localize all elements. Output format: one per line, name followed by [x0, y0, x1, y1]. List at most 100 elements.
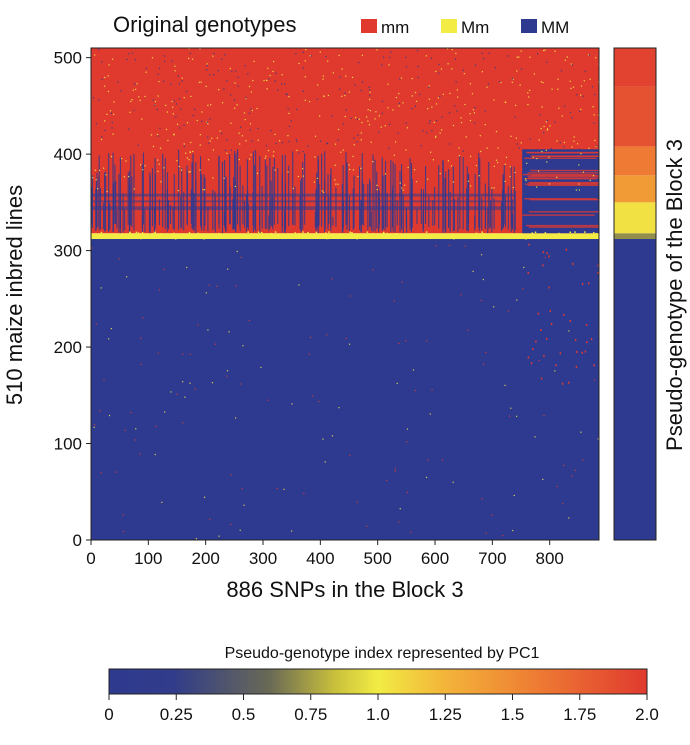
cell-speck: [186, 122, 189, 124]
cell-speck: [197, 324, 199, 326]
cell-speck: [411, 95, 413, 97]
cell-speck: [162, 80, 165, 82]
y-tick-label: 200: [54, 338, 82, 357]
cell-speck: [536, 53, 539, 55]
cell-speck: [182, 422, 184, 424]
cell-speck: [110, 155, 113, 158]
cell-speck: [218, 237, 220, 239]
cell-speck: [446, 48, 449, 50]
cell-speck: [202, 235, 204, 237]
cell-streak: [438, 165, 440, 229]
cell-speck: [182, 381, 184, 383]
legend-title: Original genotypes: [113, 12, 296, 37]
cell-streak: [239, 209, 241, 227]
cell-streak: [255, 150, 257, 232]
cell-speck: [207, 136, 209, 138]
cell-dot: [549, 309, 551, 312]
cell-speck: [281, 74, 283, 76]
cell-streak: [207, 206, 209, 232]
cell-speck: [176, 393, 178, 395]
cell-speck: [584, 70, 586, 72]
cell-speck: [139, 234, 141, 237]
cell-speck: [269, 74, 271, 77]
cell-speck: [154, 453, 156, 456]
colorbar-ticks: 0 0.25 0.5 0.75 1.0 1.25 1.5 1.75 2.0: [104, 694, 659, 724]
x-tick-label: 700: [478, 549, 506, 568]
cell-speck: [178, 127, 181, 129]
cell-speck: [95, 179, 97, 181]
cell-streak: [172, 206, 174, 229]
cell-speck: [94, 54, 96, 56]
cell-speck: [596, 145, 598, 147]
cell-speck: [125, 160, 127, 162]
cell-speck: [185, 90, 188, 93]
cell-speck: [172, 113, 174, 115]
cell-speck: [447, 63, 449, 65]
cell-speck: [245, 97, 247, 100]
cell-speck: [332, 72, 334, 74]
cell-speck: [486, 147, 488, 149]
cell-speck: [442, 93, 444, 95]
cell-speck: [226, 370, 229, 372]
cell-speck: [105, 174, 107, 176]
cell-speck: [574, 231, 576, 233]
cell-speck: [450, 165, 453, 167]
cell-speck: [318, 400, 320, 403]
x-tick-label: 200: [191, 549, 219, 568]
cell-streak: [386, 192, 388, 228]
cell-speck: [98, 233, 100, 236]
cell-speck: [469, 113, 471, 115]
cell-speck: [497, 147, 499, 149]
pseudo-genotype-band: [614, 233, 656, 240]
x-axis-title: 886 SNPs in the Block 3: [226, 577, 463, 602]
cell-dot: [528, 243, 530, 246]
cell-speck: [570, 87, 572, 90]
cell-speck: [400, 77, 403, 79]
cell-speck: [211, 233, 214, 235]
cell-speck: [437, 97, 439, 99]
cell-streak: [401, 175, 403, 230]
cell-speck: [209, 118, 211, 120]
cell-speck: [314, 236, 316, 238]
cell-speck: [281, 83, 283, 85]
cell-speck: [230, 94, 232, 96]
cell-speck: [259, 234, 262, 237]
cell-speck: [479, 234, 482, 236]
cell-speck: [273, 151, 275, 153]
cell-speck: [401, 281, 403, 283]
cell-streak: [192, 153, 194, 230]
cell-speck: [344, 115, 346, 118]
cell-speck: [153, 232, 155, 235]
cell-speck: [554, 50, 556, 52]
cell-speck: [367, 233, 370, 235]
cell-speck: [504, 163, 506, 165]
cell-streak: [112, 152, 114, 232]
cell-speck: [199, 48, 201, 50]
cell-speck: [260, 231, 263, 234]
cell-line: [524, 178, 597, 180]
cell-speck: [181, 80, 183, 82]
cell-speck: [480, 254, 483, 256]
cell-streak: [151, 168, 154, 227]
cell-streak: [361, 153, 363, 225]
cell-speck: [130, 412, 132, 414]
cell-speck: [397, 132, 399, 134]
cell-speck: [504, 180, 506, 183]
cell-speck: [428, 85, 430, 87]
cell-speck: [160, 181, 162, 183]
cell-speck: [327, 94, 330, 97]
cell-speck: [132, 89, 134, 91]
cell-speck: [460, 294, 462, 296]
cell-speck: [315, 231, 318, 234]
cell-streak: [270, 180, 272, 226]
cell-speck: [252, 234, 255, 236]
cell-streak: [273, 158, 275, 225]
cell-speck: [578, 164, 580, 166]
cell-speck: [481, 231, 483, 233]
cell-speck: [160, 233, 163, 235]
cell-speck: [325, 237, 328, 240]
cell-speck: [439, 95, 441, 97]
cell-streak: [272, 166, 274, 230]
cell-speck: [248, 85, 251, 88]
